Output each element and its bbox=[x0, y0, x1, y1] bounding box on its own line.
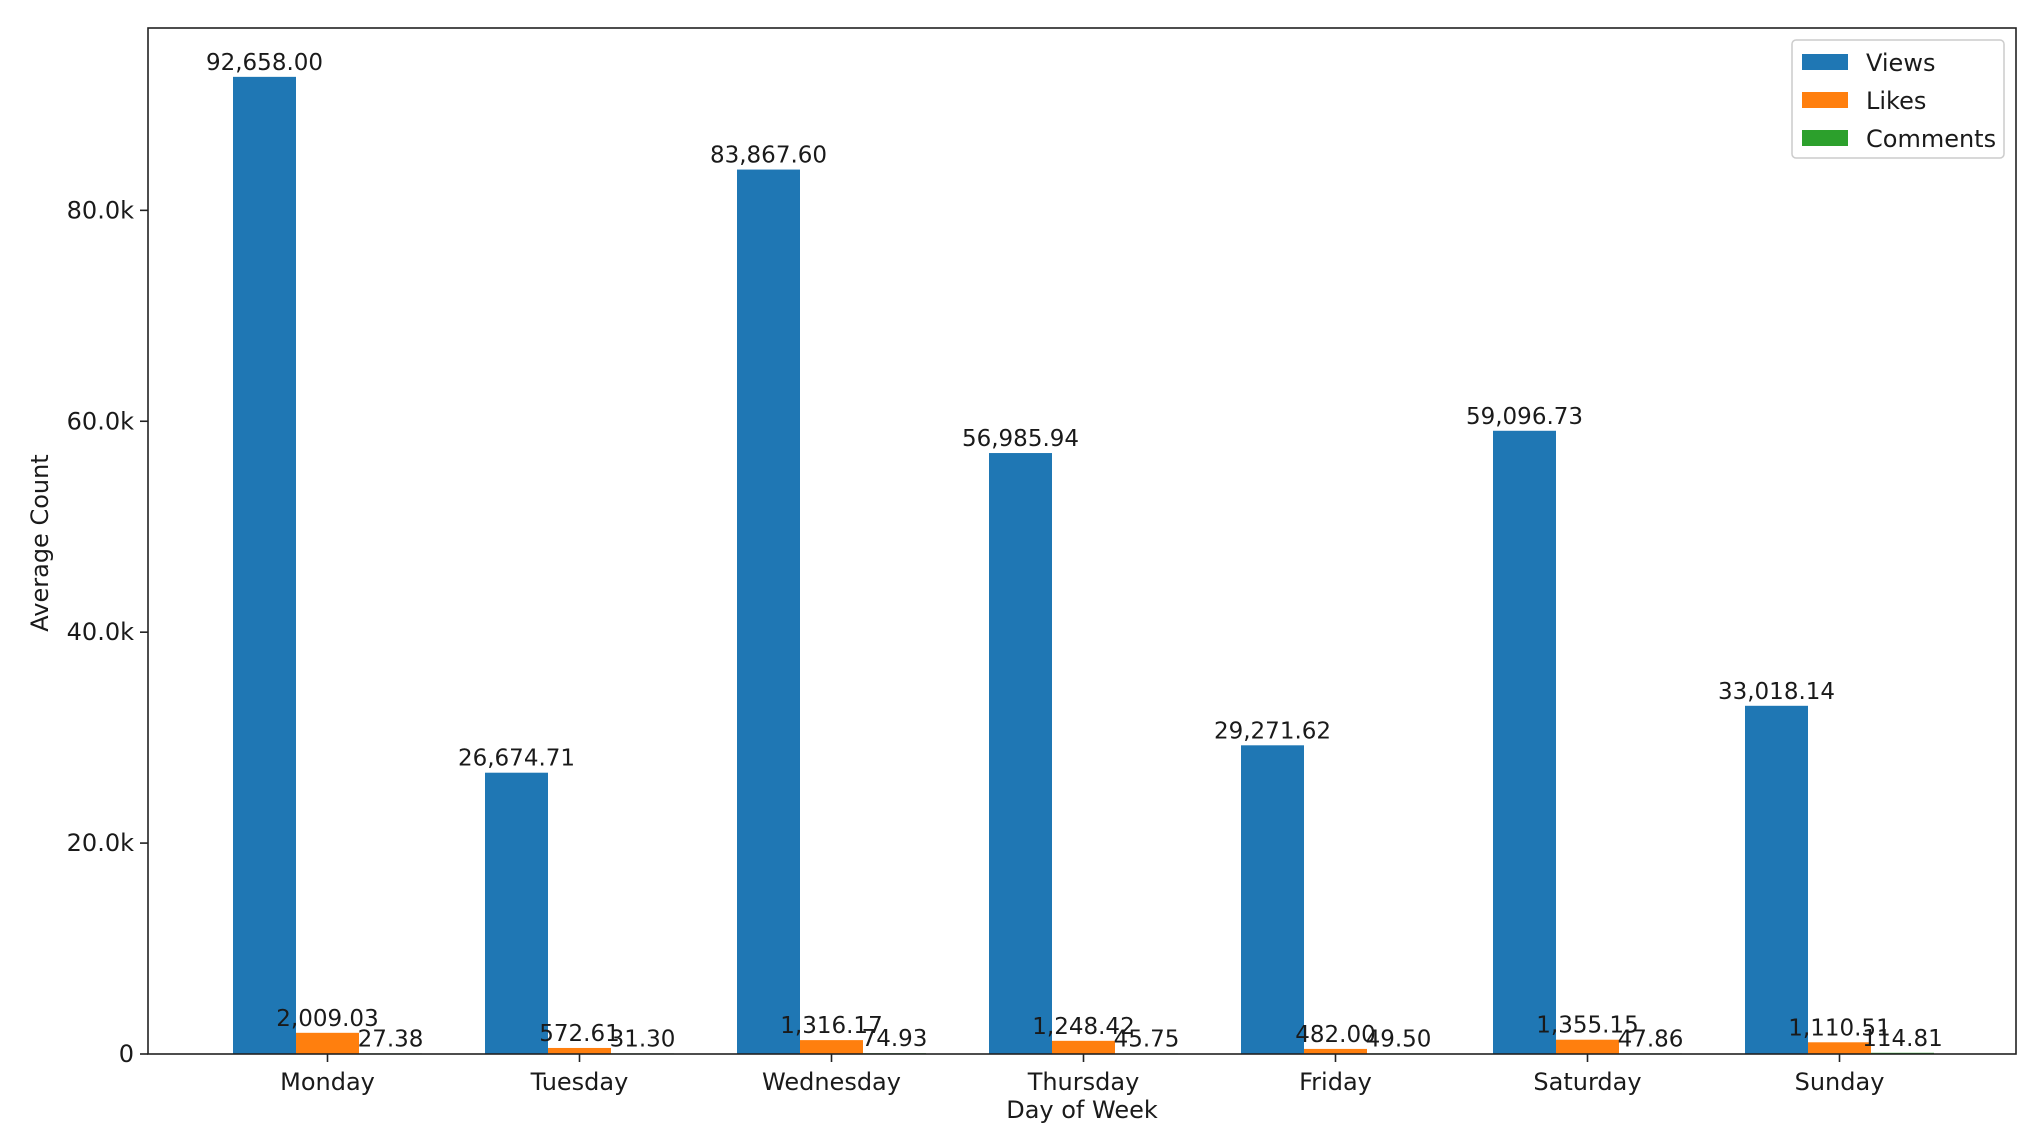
bar-likes-monday bbox=[296, 1032, 359, 1054]
axes-layer: Day of Week Average Count 0 20.0k 40.0k 60.… bbox=[26, 27, 2017, 1124]
data-label-comments-sunday: 114.81 bbox=[1862, 1026, 1942, 1052]
legend-swatch-views bbox=[1802, 54, 1848, 70]
x-tick-label-sunday: Sunday bbox=[1795, 1068, 1885, 1096]
data-label-likes-sunday: 1,110.51 bbox=[1788, 1015, 1890, 1041]
legend-label-views: Views bbox=[1866, 49, 1935, 77]
y-tick-label: 60.0k bbox=[67, 407, 134, 435]
legend-label-likes: Likes bbox=[1866, 87, 1926, 115]
bar-likes-saturday bbox=[1556, 1039, 1619, 1054]
plot-frame bbox=[147, 27, 2017, 1055]
x-tick-label-friday: Friday bbox=[1299, 1068, 1372, 1096]
data-label-likes-tuesday: 572.61 bbox=[539, 1021, 619, 1047]
bar-views-monday bbox=[233, 76, 296, 1055]
data-labels-layer: 92,658.00 26,674.71 83,867.60 56,985.94 29,2… bbox=[206, 50, 1943, 1053]
bar-views-wednesday bbox=[737, 169, 800, 1054]
data-label-likes-thursday: 1,248.42 bbox=[1032, 1014, 1134, 1040]
bar-views-sunday bbox=[1745, 705, 1808, 1054]
data-label-views-wednesday: 83,867.60 bbox=[710, 143, 827, 169]
data-label-comments-monday: 27.38 bbox=[358, 1026, 424, 1052]
data-label-views-friday: 29,271.62 bbox=[1214, 718, 1331, 744]
y-axis-label: Average Count bbox=[26, 454, 54, 631]
bar-likes-wednesday bbox=[800, 1040, 863, 1054]
data-label-comments-wednesday: 74.93 bbox=[862, 1026, 928, 1052]
x-tick-label-wednesday: Wednesday bbox=[762, 1068, 901, 1096]
y-tick-label: 80.0k bbox=[67, 196, 134, 224]
data-label-likes-friday: 482.00 bbox=[1295, 1022, 1375, 1048]
bar-likes-friday bbox=[1304, 1048, 1367, 1054]
bar-views-friday bbox=[1241, 745, 1304, 1054]
data-label-comments-thursday: 45.75 bbox=[1114, 1026, 1180, 1052]
data-label-views-thursday: 56,985.94 bbox=[962, 426, 1079, 452]
bar-views-saturday bbox=[1493, 430, 1556, 1054]
bar-likes-sunday bbox=[1808, 1042, 1871, 1054]
legend: Views Likes Comments bbox=[1791, 39, 2005, 159]
legend-swatch-comments bbox=[1802, 130, 1848, 146]
y-tick-label: 0 bbox=[119, 1040, 134, 1068]
bars-layer bbox=[233, 76, 1934, 1055]
data-label-likes-monday: 2,009.03 bbox=[276, 1006, 378, 1032]
data-label-likes-wednesday: 1,316.17 bbox=[780, 1013, 882, 1039]
bar-views-tuesday bbox=[485, 772, 548, 1054]
x-axis-label: Day of Week bbox=[1006, 1096, 1158, 1124]
data-label-comments-saturday: 47.86 bbox=[1618, 1026, 1684, 1052]
legend-swatch-likes bbox=[1802, 92, 1848, 108]
data-label-views-saturday: 59,096.73 bbox=[1466, 404, 1583, 430]
bar-views-thursday bbox=[989, 453, 1052, 1054]
data-label-comments-friday: 49.50 bbox=[1366, 1026, 1432, 1052]
data-label-views-sunday: 33,018.14 bbox=[1718, 679, 1835, 705]
bar-likes-thursday bbox=[1052, 1040, 1115, 1054]
x-tick-label-thursday: Thursday bbox=[1027, 1068, 1140, 1096]
data-label-views-monday: 92,658.00 bbox=[206, 50, 323, 76]
legend-label-comments: Comments bbox=[1866, 125, 1996, 153]
data-label-views-tuesday: 26,674.71 bbox=[458, 746, 575, 772]
data-label-comments-tuesday: 31.30 bbox=[610, 1026, 676, 1052]
x-tick-label-tuesday: Tuesday bbox=[530, 1068, 629, 1096]
y-tick-label: 40.0k bbox=[67, 618, 134, 646]
y-tick-label: 20.0k bbox=[67, 829, 134, 857]
bar-likes-tuesday bbox=[548, 1047, 611, 1054]
x-tick-label-saturday: Saturday bbox=[1533, 1068, 1641, 1096]
data-label-likes-saturday: 1,355.15 bbox=[1536, 1013, 1638, 1039]
x-tick-label-monday: Monday bbox=[280, 1068, 375, 1096]
